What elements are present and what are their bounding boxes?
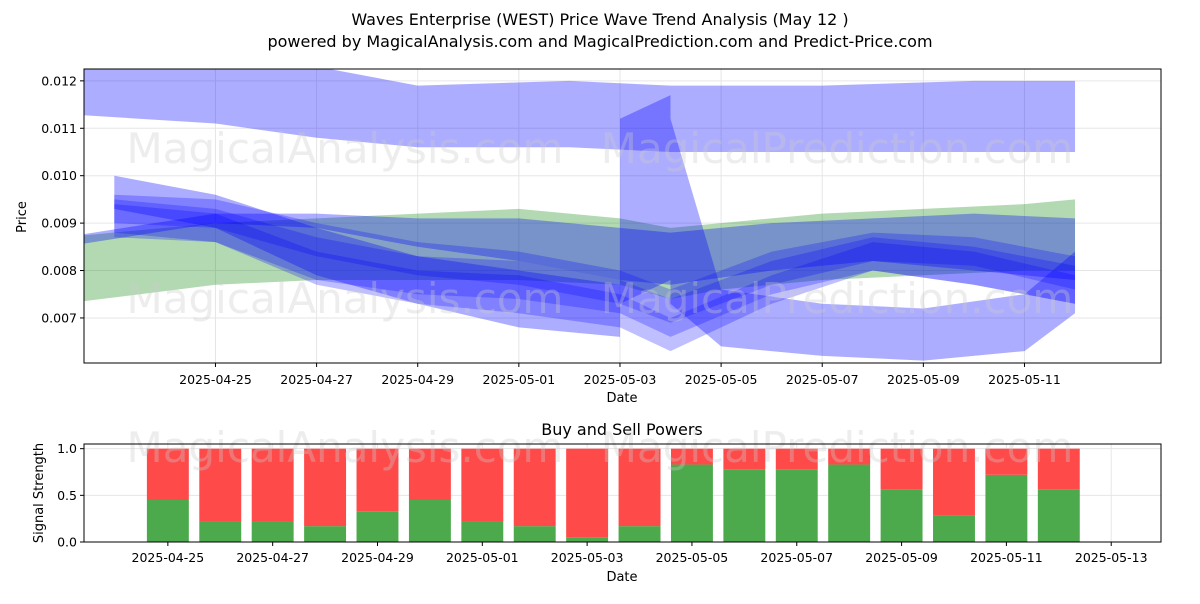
buy-power-bar [199, 521, 242, 542]
buy-power-bar [513, 526, 556, 542]
buy-power-bar [775, 469, 818, 542]
top-x-tick-label: 2025-05-09 [887, 372, 960, 387]
top-plot-frame [83, 68, 1162, 364]
buy-power-bar [251, 521, 294, 542]
top-plot-axes: 0.007 0.008 0.009 0.010 0.011 0.012 2025-04-25… [41, 68, 1162, 387]
bottom-plot-bars [146, 448, 1080, 542]
top-y-tick-label: 0.009 [41, 216, 77, 231]
buy-power-bar [670, 464, 713, 542]
sell-power-bar [146, 448, 189, 500]
wave-band-1 [84, 199, 1075, 302]
wave-band-2 [84, 213, 1075, 285]
bottom-y-tick-label: 0.5 [57, 488, 77, 503]
watermark-mid-left: MagicalAnalysis.com [127, 274, 564, 323]
sell-power-bar [723, 448, 766, 470]
top-x-tick-label: 2025-05-07 [786, 372, 859, 387]
wave-band-3 [114, 199, 1076, 337]
watermark-bottom-left: MagicalAnalysis.com [127, 423, 564, 472]
buy-power-bar [880, 489, 923, 542]
top-x-tick-label: 2025-05-11 [988, 372, 1061, 387]
sell-power-bar [461, 448, 504, 522]
watermark-mid-right: MagicalPrediction.com [601, 274, 1074, 323]
sell-power-bar [828, 448, 871, 465]
top-x-tick-label: 2025-04-29 [381, 372, 454, 387]
sell-power-bar [566, 448, 609, 538]
watermark-top-left: MagicalAnalysis.com [127, 124, 564, 173]
sell-power-bar [775, 448, 818, 470]
bottom-plot-axes: 0.0 0.5 1.0 2025-04-25 2025-04-27 2025-04-29 2… [57, 441, 1162, 565]
bottom-y-tick-label: 0.0 [57, 535, 77, 550]
sell-power-bar [618, 448, 661, 527]
chart-subtitle: powered by MagicalAnalysis.com and Magic… [267, 32, 932, 51]
bottom-x-tick-label: 2025-05-11 [970, 550, 1043, 565]
buy-power-bar [304, 526, 347, 542]
sell-power-bar [670, 448, 713, 465]
top-y-tick-label: 0.007 [41, 310, 77, 325]
sell-power-bar [985, 448, 1028, 475]
wave-band-6 [114, 95, 1076, 361]
buy-power-bar [933, 515, 975, 542]
chart-title: Waves Enterprise (WEST) Price Wave Trend… [351, 10, 848, 29]
buy-power-bar [356, 511, 399, 542]
top-plot-watermarks: MagicalAnalysis.com MagicalPrediction.co… [127, 124, 1074, 323]
bottom-x-tick-label: 2025-05-09 [865, 550, 938, 565]
wave-band-5 [114, 194, 1076, 323]
top-y-tick-label: 0.008 [41, 263, 77, 278]
bottom-x-tick-label: 2025-05-13 [1075, 550, 1148, 565]
buy-power-bar [985, 474, 1028, 542]
sell-power-bar [408, 448, 451, 500]
bottom-plot-watermarks: MagicalAnalysis.com MagicalPrediction.co… [127, 423, 1074, 472]
wave-band-0 [84, 69, 1075, 152]
sell-power-bar [513, 448, 556, 527]
wave-band-4 [114, 204, 1076, 352]
bottom-x-tick-label: 2025-04-29 [341, 550, 414, 565]
buy-power-bar [618, 526, 661, 542]
bottom-chart-title: Buy and Sell Powers [541, 420, 703, 439]
top-y-axis-label: Price [15, 201, 30, 233]
top-x-axis-label: Date [606, 391, 637, 406]
top-x-tick-label: 2025-05-01 [483, 372, 556, 387]
watermark-top-right: MagicalPrediction.com [601, 124, 1074, 173]
buy-power-bar [146, 500, 189, 542]
sell-power-bar [251, 448, 294, 522]
top-y-tick-label: 0.010 [41, 168, 77, 183]
top-plot-bands [84, 69, 1076, 361]
buy-power-bar [461, 521, 504, 542]
bottom-x-axis-label: Date [606, 570, 637, 585]
sell-power-bar [199, 448, 242, 522]
bottom-x-tick-label: 2025-05-01 [446, 550, 519, 565]
bottom-x-tick-label: 2025-05-05 [656, 550, 729, 565]
top-y-tick-label: 0.012 [41, 73, 77, 88]
top-plot-grid [84, 69, 1161, 363]
watermark-bottom-right: MagicalPrediction.com [601, 423, 1074, 472]
bottom-plot-frame [83, 443, 1162, 543]
sell-power-bar [933, 448, 975, 516]
buy-power-bar [1037, 489, 1080, 542]
buy-power-bar [723, 469, 766, 542]
sell-power-bar [1037, 448, 1080, 490]
top-y-tick-label: 0.011 [41, 121, 77, 136]
buy-power-bar [566, 537, 609, 542]
top-x-tick-label: 2025-04-27 [280, 372, 353, 387]
bottom-x-tick-label: 2025-05-07 [760, 550, 833, 565]
sell-power-bar [356, 448, 399, 512]
bottom-x-tick-label: 2025-04-25 [132, 550, 205, 565]
top-x-tick-label: 2025-05-03 [584, 372, 657, 387]
buy-power-bar [828, 464, 871, 542]
bottom-x-tick-label: 2025-05-03 [551, 550, 624, 565]
sell-power-bar [880, 448, 923, 490]
bottom-y-tick-label: 1.0 [57, 441, 77, 456]
bottom-x-tick-label: 2025-04-27 [236, 550, 309, 565]
top-x-tick-label: 2025-05-05 [685, 372, 758, 387]
bottom-y-axis-label: Signal Strength [32, 443, 47, 543]
sell-power-bar [304, 448, 347, 527]
top-x-tick-label: 2025-04-25 [179, 372, 252, 387]
buy-power-bar [408, 500, 451, 542]
